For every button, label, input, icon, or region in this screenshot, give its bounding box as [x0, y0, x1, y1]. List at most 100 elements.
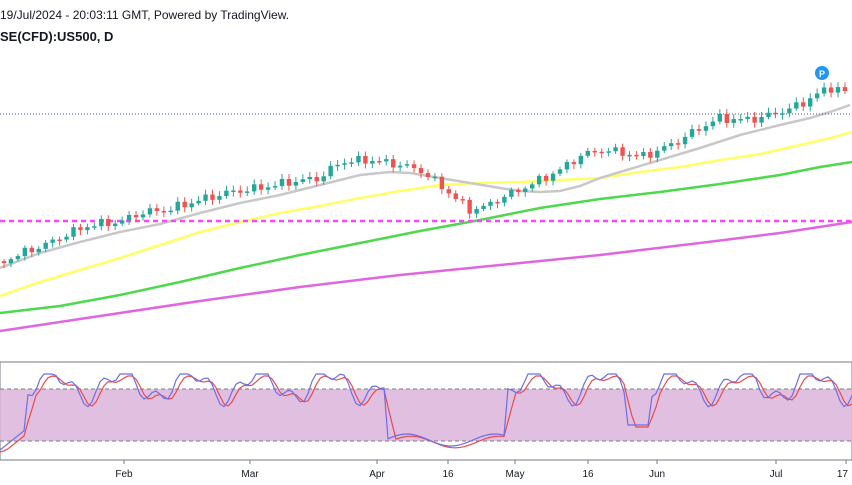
- candle-body: [634, 154, 639, 157]
- candle-body: [550, 173, 556, 181]
- candle-body: [370, 160, 375, 164]
- stochastic-layer: [0, 373, 852, 453]
- candle-body: [613, 147, 618, 152]
- candle-body: [752, 116, 757, 123]
- candle-body: [154, 208, 160, 211]
- candle-body: [453, 193, 458, 200]
- candle-body: [669, 143, 674, 147]
- candle-body: [15, 256, 21, 260]
- candle-body: [481, 205, 486, 209]
- candle-body: [703, 126, 709, 131]
- candle-body: [530, 184, 535, 189]
- candle-body: [425, 173, 431, 178]
- chart-symbol-title: SE(CFD):US500, D: [0, 29, 114, 44]
- candle-body: [85, 227, 90, 231]
- candle-body: [92, 226, 97, 228]
- candle-body: [585, 150, 590, 156]
- candle-body: [29, 247, 34, 253]
- level-lines-layer: [0, 113, 852, 223]
- candle-body: [474, 208, 479, 214]
- x-tick-label: Jul: [770, 469, 783, 480]
- candle-body: [641, 151, 646, 157]
- candle-body: [731, 119, 736, 123]
- candle-body: [571, 162, 577, 165]
- candle-body: [126, 215, 132, 221]
- candle-body: [224, 190, 229, 197]
- candle-body: [321, 176, 326, 182]
- candle-body: [272, 186, 278, 188]
- candle-body: [356, 155, 361, 163]
- candle-body: [599, 151, 604, 154]
- candle-body: [620, 147, 625, 156]
- x-tick-label: Jun: [649, 469, 665, 480]
- candle-body: [99, 219, 104, 227]
- candle-body: [821, 87, 827, 94]
- x-tick-label: Mar: [241, 469, 259, 480]
- candle-body: [210, 194, 215, 200]
- candle-body: [543, 175, 549, 181]
- candle-body: [787, 108, 792, 114]
- candle-body: [446, 189, 451, 194]
- candle-body: [8, 259, 14, 264]
- candle-body: [578, 155, 584, 165]
- candle-body: [773, 112, 778, 115]
- candle-body: [279, 178, 285, 187]
- candle-body: [78, 227, 83, 231]
- candle-body: [50, 239, 55, 243]
- candle-body: [516, 189, 521, 192]
- candle-body: [689, 129, 695, 137]
- candle-body: [759, 116, 764, 123]
- candle-body: [397, 165, 403, 168]
- candle-body: [314, 176, 319, 182]
- candle-body: [439, 176, 445, 190]
- candle-body: [655, 150, 660, 158]
- candle-body: [182, 201, 187, 208]
- candle-body: [140, 214, 146, 218]
- candle-body: [238, 190, 243, 193]
- candle-body: [363, 155, 368, 164]
- candle-body: [766, 112, 771, 117]
- stochastic-band: [0, 389, 852, 441]
- candle-body: [794, 102, 799, 109]
- candle-body: [307, 176, 312, 180]
- candle-body: [147, 208, 153, 215]
- candle-body: [217, 196, 222, 200]
- candle-body: [349, 162, 354, 164]
- candle-body: [536, 175, 542, 185]
- candle-body: [119, 220, 125, 224]
- x-tick-label: Apr: [369, 469, 385, 480]
- stochastic-k-line: [0, 373, 852, 451]
- candle-body: [418, 168, 424, 174]
- x-axis-ticks: Feb Mar Apr 16 May 16 Jun Jul 17: [115, 460, 848, 480]
- price-marker-label: P: [819, 69, 825, 79]
- candle-body: [696, 129, 702, 131]
- candle-body: [335, 164, 340, 167]
- candle-body: [460, 199, 465, 201]
- candle-body: [523, 188, 528, 192]
- candle-body: [1, 261, 7, 264]
- chart-header-timestamp: 19/Jul/2024 - 20:03:11 GMT, Powered by T…: [0, 8, 290, 22]
- price-marker[interactable]: P: [815, 66, 829, 80]
- stochastic-panel-frame: [0, 361, 852, 461]
- candle-body: [57, 239, 62, 242]
- candle-body: [648, 151, 653, 158]
- x-tick-label: Feb: [115, 469, 133, 480]
- candle-body: [828, 87, 834, 93]
- candle-body: [293, 181, 299, 186]
- candle-body: [342, 163, 347, 165]
- candle-body: [391, 159, 396, 168]
- candle-body: [161, 210, 167, 213]
- candle-body: [710, 121, 716, 127]
- candle-body: [662, 146, 667, 151]
- candle-body: [724, 113, 729, 123]
- candle-body: [71, 227, 76, 237]
- x-tick-label: 16: [582, 469, 594, 480]
- candle-body: [432, 176, 438, 179]
- candle-body: [606, 151, 611, 153]
- candle-body: [258, 184, 264, 190]
- candle-body: [133, 215, 139, 218]
- candle-body: [780, 113, 785, 115]
- candle-body: [835, 87, 841, 93]
- candle-body: [175, 201, 180, 211]
